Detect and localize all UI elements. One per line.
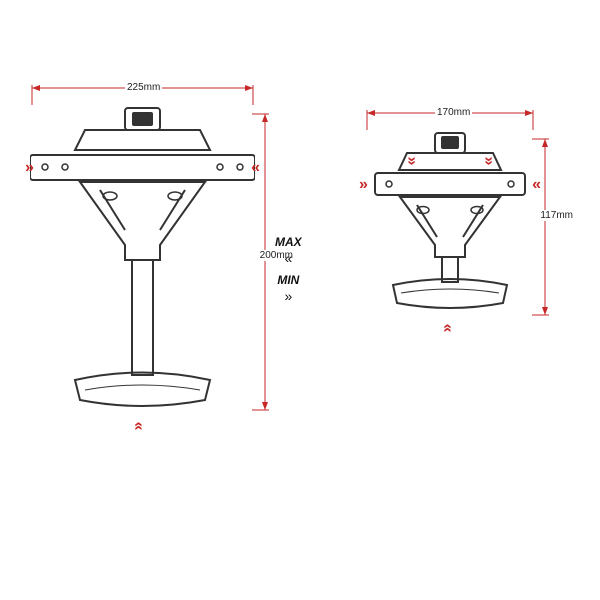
min-label: MIN xyxy=(275,273,302,287)
chevron-down-2: » xyxy=(481,157,497,166)
min-configuration-view: 170mm 117mm xyxy=(365,125,535,345)
bracket-min-svg xyxy=(365,125,535,325)
max-label: MAX xyxy=(275,235,302,249)
chevron-right-in-r: « xyxy=(532,177,541,193)
center-labels: MAX « MIN » xyxy=(275,235,302,311)
bracket-max-svg xyxy=(30,100,255,440)
chevron-left-in: » xyxy=(25,160,34,176)
max-chevron-icon: « xyxy=(275,251,302,265)
chevron-up-in-r: » xyxy=(439,324,455,333)
chevron-down-1: » xyxy=(403,157,419,166)
diagram-container: 225mm 200mm xyxy=(0,0,600,600)
width-label-right: 170mm xyxy=(435,107,472,118)
chevron-right-in: « xyxy=(251,160,260,176)
chevron-up-in: » xyxy=(130,422,146,431)
max-configuration-view: 225mm 200mm xyxy=(30,100,255,440)
min-chevron-icon: » xyxy=(275,289,302,303)
width-label-left: 225mm xyxy=(125,82,162,93)
height-label-right: 117mm xyxy=(538,210,575,221)
chevron-left-in-r: » xyxy=(359,177,368,193)
